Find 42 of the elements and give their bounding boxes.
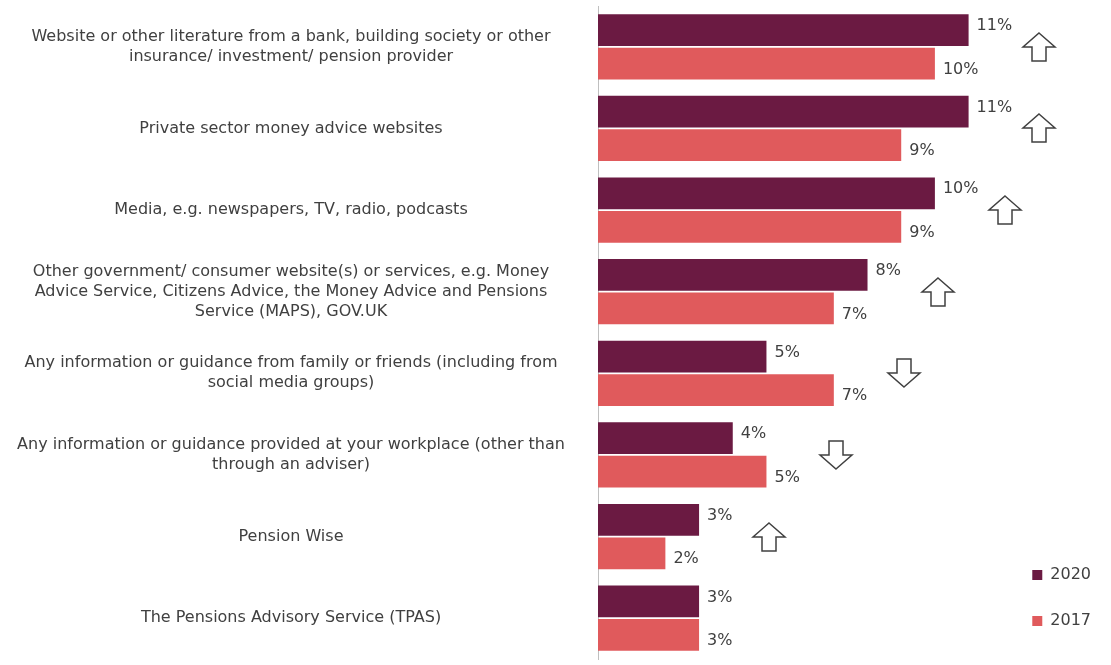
bar (598, 537, 666, 570)
legend-label: 2017 (1050, 610, 1091, 630)
bar (598, 455, 767, 488)
y-tick-label: Private sector money advice websites (139, 117, 443, 137)
bar (598, 95, 969, 128)
data-label: 5% (774, 466, 800, 486)
bar (598, 259, 868, 291)
data-label: 11% (976, 96, 1013, 116)
data-label: 9% (909, 140, 935, 160)
y-tick-label: The Pensions Advisory Service (TPAS) (139, 607, 442, 627)
bar (598, 177, 935, 210)
y-tick-label: Other government/ consumer website(s) or services, e.g. Money Advice Service, Citizens Advice, the Money Advice and Pensions Service (MAPS), GOV.UK (32, 260, 550, 320)
bar (598, 14, 969, 46)
y-tick-label: Pension Wise (238, 525, 344, 545)
bar (598, 503, 700, 536)
data-label: 8% (875, 260, 901, 280)
data-label: 3% (707, 630, 733, 650)
legend-label: 2020 (1050, 564, 1091, 584)
data-label: 5% (774, 341, 800, 361)
bar (598, 374, 834, 406)
data-label: 7% (841, 385, 868, 405)
data-label: 4% (740, 423, 767, 443)
bar (598, 585, 700, 618)
bar (598, 422, 733, 455)
y-tick-label: Any information or guidance provided at your workplace (other than through an adviser) (17, 434, 565, 474)
y-tick-label: Any information or guidance from family or friends (including from social media groups) (24, 352, 558, 392)
bar (598, 340, 767, 373)
bar (598, 129, 902, 162)
data-label: 2% (673, 548, 699, 568)
data-label: 9% (909, 221, 935, 241)
bar (598, 619, 700, 651)
data-label: 7% (841, 303, 868, 323)
y-tick-label: Website or other literature from a bank, building society or other insurance/ investment/ pension provider (31, 25, 551, 65)
bar (598, 47, 935, 80)
y-tick-label: Media, e.g. newspapers, TV, radio, podcasts (114, 199, 468, 219)
data-label: 3% (707, 586, 733, 606)
bar (598, 210, 902, 243)
data-label: 11% (976, 15, 1013, 35)
data-label: 10% (942, 58, 979, 78)
bar (598, 292, 834, 325)
data-label: 3% (707, 504, 733, 524)
data-label: 10% (942, 178, 979, 198)
